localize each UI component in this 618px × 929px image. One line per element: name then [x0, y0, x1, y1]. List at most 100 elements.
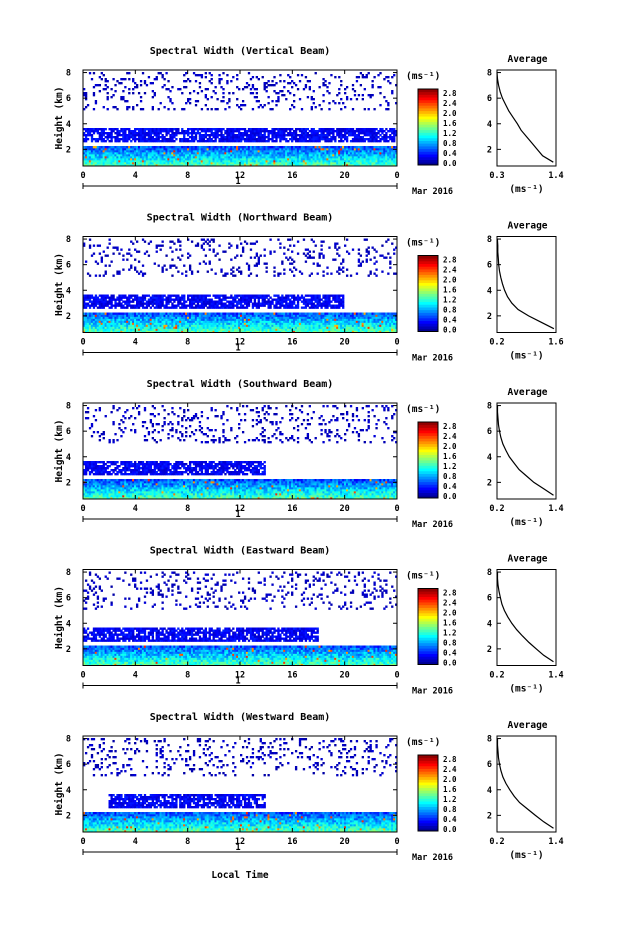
heatmap-cell [265, 318, 268, 321]
heatmap-cell [255, 128, 259, 131]
heatmap-cell [183, 146, 186, 149]
heatmap-cell [344, 138, 347, 141]
heatmap-cell [114, 160, 117, 163]
heatmap-cell [322, 94, 325, 97]
heatmap-cell [134, 298, 137, 301]
heatmap-cell [84, 146, 88, 149]
heatmap-cell [349, 158, 353, 161]
heatmap-cell [322, 138, 325, 141]
heatmap-cell [110, 306, 113, 309]
heatmap-cell [361, 162, 364, 165]
heatmap-cell [179, 312, 182, 315]
heatmap-cell [147, 328, 151, 331]
heatmap-cell [210, 140, 213, 143]
heatmap-cell [277, 136, 280, 139]
heatmap-cell [200, 90, 204, 93]
heatmap-cell [257, 300, 260, 303]
heatmap-cell [218, 156, 221, 159]
heatmap-cell [181, 156, 184, 159]
heatmap-cell [328, 146, 331, 149]
heatmap-cell [375, 132, 378, 135]
heatmap-cell [84, 260, 88, 263]
heatmap-cell [328, 148, 331, 151]
heatmap-cell [110, 300, 113, 303]
colorbar-segment [418, 89, 438, 93]
heatmap-cell [255, 158, 259, 161]
heatmap-cell [171, 158, 174, 161]
heatmap-cell [187, 152, 190, 155]
heatmap-cell [208, 146, 211, 149]
heatmap-cell [83, 242, 86, 245]
heatmap-cell [173, 128, 176, 131]
heatmap-cell [245, 160, 249, 163]
heatmap-cell [228, 164, 231, 167]
heatmap-cell [271, 134, 274, 137]
heatmap-cell [183, 138, 186, 141]
heatmap-cell [147, 148, 151, 151]
heatmap-cell [128, 132, 131, 135]
heatmap-cell [383, 146, 386, 149]
heatmap-cell [353, 150, 357, 153]
heatmap-cell [86, 322, 90, 325]
heatmap-cell [84, 328, 88, 331]
heatmap-cell [141, 300, 145, 303]
heatmap-cell [281, 90, 284, 93]
heatmap-cell [344, 156, 347, 159]
heatmap-cell [330, 154, 333, 157]
heatmap-cell [155, 158, 158, 161]
heatmap-cell [98, 312, 102, 315]
heatmap-cell [108, 146, 111, 149]
heatmap-cell [332, 146, 335, 149]
heatmap-cell [135, 296, 139, 299]
heatmap-cell [122, 132, 125, 135]
heatmap-cell [137, 92, 141, 95]
heatmap-cell [296, 134, 300, 137]
heatmap-cell [132, 80, 135, 83]
heatmap-cell [141, 140, 145, 143]
heatmap-cell [139, 322, 143, 325]
heatmap-cell [314, 140, 317, 143]
heatmap-cell [255, 162, 259, 165]
heatmap-cell [226, 134, 229, 137]
heatmap-cell [240, 156, 243, 159]
heatmap-cell [351, 158, 355, 161]
heatmap-cell [139, 324, 143, 327]
heatmap-cell [369, 146, 372, 149]
heatmap-cell [141, 130, 145, 133]
heatmap-cell [342, 136, 345, 139]
heatmap-cell [110, 130, 113, 133]
heatmap-cell [83, 140, 86, 143]
heatmap-cell [83, 294, 86, 297]
heatmap-cell [139, 162, 143, 165]
heatmap-cell [389, 82, 392, 85]
heatmap-cell [349, 140, 353, 143]
heatmap-cell [173, 148, 176, 151]
heatmap-cell [347, 160, 351, 163]
heatmap-cell [330, 158, 333, 161]
heatmap-cell [279, 154, 282, 157]
heatmap-cell [134, 320, 137, 323]
heatmap-cell [84, 152, 88, 155]
heatmap-cell [236, 300, 239, 303]
heatmap-cell [98, 158, 102, 161]
heatmap-cell [169, 128, 172, 131]
heatmap-cell [275, 326, 278, 329]
heatmap-cell [391, 156, 394, 159]
heatmap-cell [179, 154, 182, 157]
heatmap-cell [234, 146, 237, 149]
heatmap-cell [187, 252, 190, 255]
heatmap-cell [296, 164, 300, 167]
heatmap-cell [84, 296, 88, 299]
heatmap-cell [322, 82, 325, 85]
heatmap-cell [137, 250, 141, 253]
heatmap-cell [130, 320, 133, 323]
heatmap-cell [232, 136, 235, 139]
heatmap-cell [139, 130, 143, 133]
heatmap-cell [128, 158, 131, 161]
heatmap-cell [367, 134, 370, 137]
heatmap-cell [218, 158, 221, 161]
heatmap-cell [159, 248, 162, 251]
colorbar-tick-label: 2.0 [443, 109, 457, 118]
heatmap-cell [251, 162, 255, 165]
heatmap-cell [141, 72, 145, 75]
